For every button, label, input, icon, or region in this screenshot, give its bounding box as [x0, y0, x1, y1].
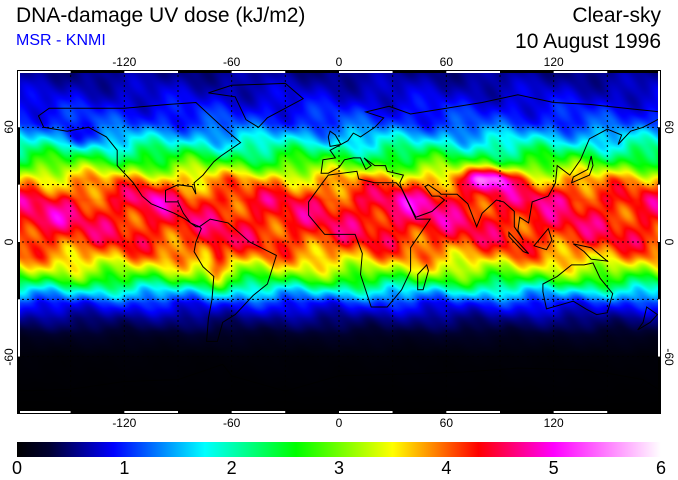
map-overlay [17, 70, 661, 414]
coastline-antarctica [17, 363, 661, 392]
longitude-label: -120 [112, 55, 137, 69]
frame-border [17, 70, 661, 414]
latitude-label: -60 [662, 347, 676, 366]
longitude-label: 0 [335, 416, 343, 430]
longitude-label: -120 [112, 416, 137, 430]
longitude-label: 0 [335, 55, 343, 69]
coastline-madagascar [417, 263, 429, 291]
colorbar-tick-label: 4 [441, 458, 452, 478]
longitude-label: 120 [543, 416, 564, 430]
latitude-label: 0 [662, 238, 676, 246]
colorbar [17, 442, 661, 457]
colorbar-tick-label: 0 [11, 458, 23, 478]
source-label: MSR - KNMI [16, 32, 106, 49]
latitude-label: 60 [2, 120, 16, 135]
longitude-label: 120 [543, 55, 564, 69]
coastline-great-britain [327, 130, 342, 147]
graticule [17, 70, 661, 414]
coastline-borneo [533, 227, 553, 251]
date-label: 10 August 1996 [515, 30, 661, 53]
coastline-greenland [208, 82, 305, 128]
coastline-south-america [193, 218, 278, 342]
colorbar-tick-label: 2 [226, 458, 237, 478]
coastline-north-america [37, 101, 242, 228]
colorbar-tick-label: 3 [333, 458, 345, 478]
longitude-label: 60 [439, 55, 454, 69]
coastline-africa [308, 170, 432, 308]
longitude-label: 60 [439, 416, 454, 430]
coastline-sumatra [508, 231, 529, 254]
coastline-eurasia [320, 94, 661, 241]
coastline-new-guinea [573, 243, 609, 262]
coastlines [17, 82, 661, 392]
latitude-label: 60 [662, 120, 676, 135]
longitude-label: -60 [222, 55, 241, 69]
colorbar-tick-label: 1 [119, 458, 130, 478]
condition-label: Clear-sky [572, 4, 661, 27]
colorbar-tick-label: 5 [548, 458, 559, 478]
latitude-label: 0 [2, 238, 16, 246]
longitude-label: -60 [222, 416, 241, 430]
colorbar-tick-label: 6 [655, 458, 667, 478]
figure-title: DNA-damage UV dose (kJ/m2) [16, 4, 306, 27]
coastline-japan [570, 155, 594, 184]
latitude-label: -60 [2, 347, 16, 366]
coastline-australia [542, 262, 614, 316]
map-area [17, 70, 661, 414]
coastline-new-zealand [637, 306, 659, 331]
map-frame [17, 70, 661, 414]
